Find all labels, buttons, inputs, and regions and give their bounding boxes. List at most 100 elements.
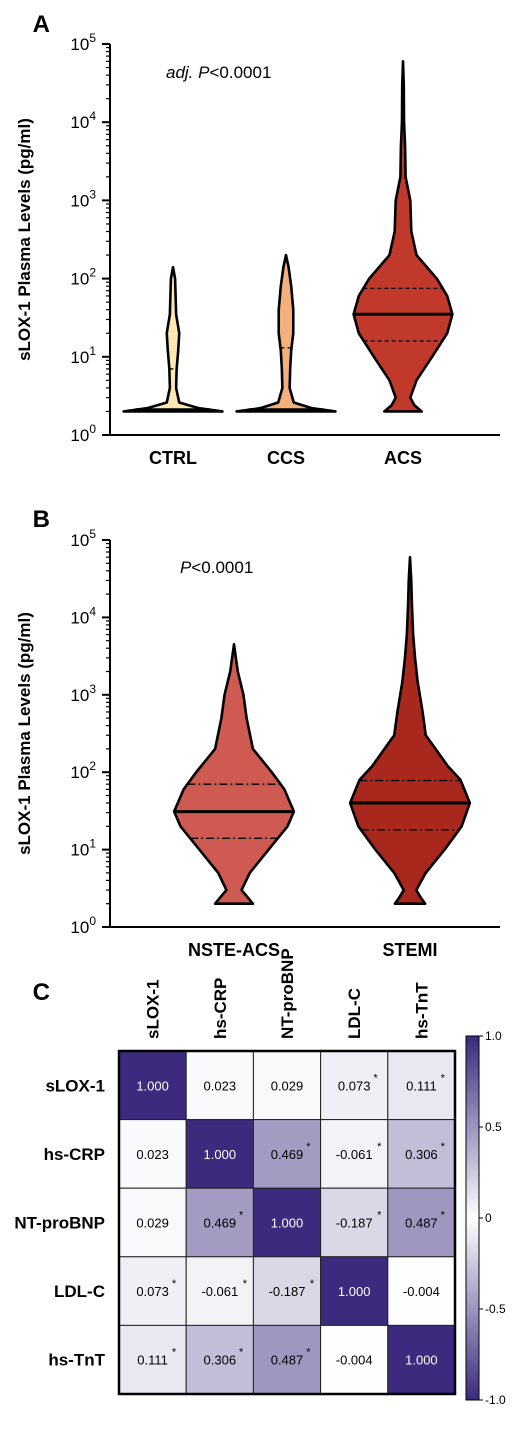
heatmap-cell-fill bbox=[185, 1119, 254, 1189]
heatmap-cell: 0.029 bbox=[118, 1187, 187, 1258]
heatmap-cell-value: -0.061 bbox=[201, 1284, 238, 1299]
significance-asterisk: * bbox=[441, 1072, 446, 1084]
heatmap-cell-value: 0.073 bbox=[136, 1284, 169, 1299]
panel-c: C1.000 0.023 0.029 0.073 * 0.111 *0.023 1.000 0.… bbox=[14, 948, 506, 1407]
heatmap-cell-value: 0.469 bbox=[204, 1216, 237, 1231]
y-tick-exponent: 2 bbox=[89, 266, 96, 280]
heatmap-cell-value: 0.023 bbox=[204, 1078, 237, 1093]
heatmap-cell-value: 1.000 bbox=[271, 1216, 304, 1231]
y-tick-label: 102 bbox=[70, 759, 96, 782]
heatmap-cell: 0.073 * bbox=[118, 1256, 187, 1326]
x-category-label: CCS bbox=[267, 448, 305, 468]
colorbar-tick-label: 0 bbox=[485, 1211, 492, 1225]
heatmap-cell: 1.000 bbox=[387, 1324, 456, 1395]
y-tick-base: 10 bbox=[70, 113, 89, 132]
violin-nste-acs bbox=[172, 642, 296, 905]
heatmap-cell: 0.306 * bbox=[387, 1119, 456, 1189]
violin-body bbox=[172, 642, 296, 905]
heatmap-row-label: hs-CRP bbox=[44, 1145, 105, 1164]
heatmap-row-label: sLOX-1 bbox=[45, 1076, 105, 1095]
y-tick-label: 103 bbox=[70, 682, 96, 705]
y-axis-label: sLOX-1 Plasma Levels (pg/ml) bbox=[15, 118, 34, 361]
p-value-text: <0.0001 bbox=[191, 558, 253, 577]
x-category-label: STEMI bbox=[382, 940, 437, 960]
violin-body bbox=[122, 265, 224, 413]
y-tick-exponent: 3 bbox=[89, 682, 96, 696]
y-tick-base: 10 bbox=[70, 270, 89, 289]
heatmap-cell-fill bbox=[185, 1324, 254, 1395]
heatmap-cell-value: 0.487 bbox=[271, 1353, 304, 1368]
y-tick-label: 101 bbox=[70, 344, 96, 367]
y-tick-exponent: 0 bbox=[89, 914, 96, 928]
heatmap-cell-value: 0.073 bbox=[338, 1078, 371, 1093]
y-tick-base: 10 bbox=[70, 918, 89, 937]
heatmap-cell: 1.000 bbox=[252, 1187, 322, 1258]
y-tick-exponent: 2 bbox=[89, 759, 96, 773]
heatmap-border bbox=[117, 1049, 457, 1396]
colorbar-tick-label: -1.0 bbox=[485, 1393, 506, 1407]
y-tick-base: 10 bbox=[70, 841, 89, 860]
y-tick-label: 101 bbox=[70, 837, 96, 860]
violin-body bbox=[352, 60, 454, 413]
y-tick-base: 10 bbox=[70, 35, 89, 54]
y-tick-exponent: 1 bbox=[89, 344, 96, 358]
heatmap-cell-fill bbox=[387, 1119, 456, 1189]
heatmap-cell-fill bbox=[118, 1187, 187, 1258]
heatmap-cell: -0.004 bbox=[320, 1324, 389, 1395]
y-tick-exponent: 5 bbox=[89, 31, 96, 45]
heatmap-cell-fill bbox=[387, 1256, 456, 1326]
heatmap-cell-fill bbox=[320, 1324, 389, 1395]
heatmap-cell: -0.187 * bbox=[252, 1256, 322, 1326]
heatmap-cell-fill bbox=[252, 1324, 322, 1395]
p-value-italic: adj. P bbox=[166, 63, 210, 82]
heatmap-cell-value: 0.111 bbox=[406, 1078, 437, 1093]
heatmap-cell-fill bbox=[320, 1119, 389, 1189]
y-tick-label: 100 bbox=[70, 422, 96, 445]
heatmap-cell-fill bbox=[252, 1256, 322, 1326]
heatmap-cell-value: -0.061 bbox=[336, 1147, 373, 1162]
y-axis-label: sLOX-1 Plasma Levels (pg/ml) bbox=[15, 612, 34, 855]
y-tick-base: 10 bbox=[70, 426, 89, 445]
heatmap-cell-value: 1.000 bbox=[338, 1284, 371, 1299]
heatmap-cell-value: 1.000 bbox=[204, 1147, 237, 1162]
violin-stemi bbox=[348, 555, 472, 905]
significance-asterisk: * bbox=[243, 1278, 248, 1290]
heatmap-cell-fill bbox=[118, 1256, 187, 1326]
heatmap-cell: 1.000 bbox=[320, 1256, 389, 1326]
heatmap-cell: -0.004 bbox=[387, 1256, 456, 1326]
y-tick-label: 100 bbox=[70, 914, 96, 937]
significance-asterisk: * bbox=[441, 1210, 446, 1222]
heatmap-cell-fill bbox=[252, 1187, 322, 1258]
heatmap-cell-value: 1.000 bbox=[405, 1353, 438, 1368]
heatmap-cell: 0.111 * bbox=[118, 1324, 187, 1395]
x-category-label: CTRL bbox=[149, 448, 197, 468]
p-value-annotation: adj. P<0.0001 bbox=[166, 63, 271, 82]
y-tick-exponent: 0 bbox=[89, 422, 96, 436]
heatmap-column-label: sLOX-1 bbox=[144, 979, 163, 1039]
heatmap-cell-value: 0.469 bbox=[271, 1147, 304, 1162]
heatmap-cell-value: 0.306 bbox=[204, 1353, 237, 1368]
heatmap-cell-value: 0.111 bbox=[137, 1353, 168, 1368]
significance-asterisk: * bbox=[239, 1347, 244, 1359]
heatmap-cell: 1.000 bbox=[118, 1050, 187, 1121]
x-category-label: NSTE-ACS bbox=[188, 940, 280, 960]
heatmap-cell: -0.061 * bbox=[320, 1119, 389, 1189]
heatmap-cell: -0.061 * bbox=[185, 1256, 254, 1326]
heatmap-cell-value: 0.487 bbox=[405, 1216, 438, 1231]
heatmap-cell: 0.023 bbox=[118, 1119, 187, 1189]
heatmap-cell-value: 0.306 bbox=[405, 1147, 438, 1162]
colorbar bbox=[465, 1035, 480, 1401]
significance-asterisk: * bbox=[441, 1141, 446, 1153]
y-tick-label: 102 bbox=[70, 266, 96, 289]
y-tick-exponent: 5 bbox=[89, 527, 96, 541]
violin-body bbox=[235, 253, 337, 413]
significance-asterisk: * bbox=[239, 1210, 244, 1222]
heatmap-cell: -0.187 * bbox=[320, 1187, 389, 1258]
heatmap-column-label: hs-CRP bbox=[211, 978, 230, 1039]
y-tick-label: 105 bbox=[70, 527, 96, 550]
heatmap-cell-value: -0.187 bbox=[336, 1216, 373, 1231]
p-value-text: <0.0001 bbox=[209, 63, 271, 82]
y-tick-label: 105 bbox=[70, 31, 96, 54]
heatmap-cell: 0.469 * bbox=[252, 1119, 322, 1189]
